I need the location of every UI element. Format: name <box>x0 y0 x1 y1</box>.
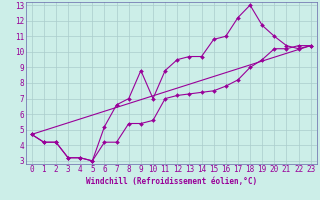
X-axis label: Windchill (Refroidissement éolien,°C): Windchill (Refroidissement éolien,°C) <box>86 177 257 186</box>
